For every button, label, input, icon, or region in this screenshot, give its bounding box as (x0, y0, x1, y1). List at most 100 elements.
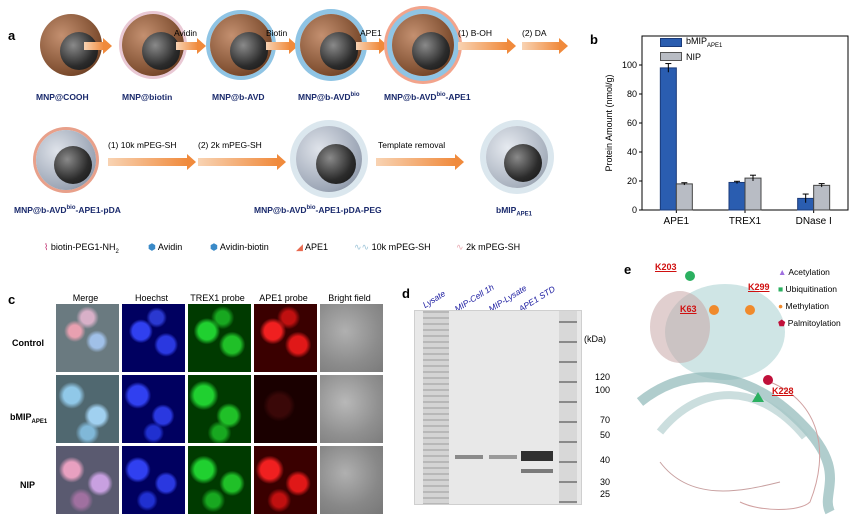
legend-2k-peg: ∿ 2k mPEG-SH (456, 242, 521, 252)
image-bmip-ape1 (254, 375, 317, 443)
row-control: Control (12, 338, 44, 348)
ptm-palmitoylation: ⬟ Palmitoylation (778, 318, 841, 328)
bar-nip-0 (675, 183, 693, 211)
marker-50: 50 (599, 430, 610, 440)
micro-row-control (56, 304, 383, 372)
arrow-3 (266, 38, 298, 54)
legend-avidin: ⬢ Avidin (148, 242, 183, 252)
kda-unit: (kDa) (584, 334, 606, 344)
lane-lysate-smear (423, 311, 449, 504)
x-tick-label: DNase I (796, 216, 832, 227)
step-avidin: Avidin (174, 28, 197, 38)
image-bmip-merge (56, 375, 119, 443)
ptm-legend: ▲ Acetylation ■ Ubiquitination ● Methyla… (778, 264, 841, 332)
image-nip-trex1 (188, 446, 251, 514)
y-tick-label: 60 (627, 118, 637, 128)
arrow-1 (84, 38, 112, 54)
image-control-merge (56, 304, 119, 372)
marker-25: 25 (599, 489, 610, 499)
ubiquitination-icon: ■ (778, 284, 784, 294)
image-bmip-brightfield (320, 375, 383, 443)
ptm-ubiquitination: ■ Ubiquitination (778, 284, 838, 294)
image-control-ape1 (254, 304, 317, 372)
label-mnp-b-avd-bio: MNP@b-AVDbio (298, 92, 360, 102)
legend-avidin-biotin: ⬢ Avidin-biotin (210, 242, 269, 252)
marker-40: 40 (599, 455, 610, 465)
micro-row-bmip (56, 375, 383, 443)
panel-a-letter: a (8, 28, 16, 43)
lane-lysate: Lysate (420, 288, 448, 310)
image-nip-merge (56, 446, 119, 514)
acetylation-icon: ▲ (778, 267, 787, 277)
legend-nip-swatch (660, 52, 682, 62)
legend-bmip-swatch (660, 37, 682, 47)
micro-row-nip (56, 446, 383, 514)
site-k228: K228 (772, 386, 794, 396)
palmitoylation-icon: ⬟ (778, 318, 786, 328)
biotin-peg-icon: ⌇ (44, 242, 49, 252)
arrow-2 (176, 38, 206, 54)
image-bmip-hoechst (122, 375, 185, 443)
panel-c-letter: c (8, 292, 16, 307)
arrow-9 (376, 154, 464, 170)
col-trex1: TREX1 probe (190, 293, 245, 303)
col-merge: Merge (72, 293, 99, 303)
site-marker-k63 (709, 305, 719, 315)
chart-legend: bMIPAPE1 NIP (660, 36, 722, 62)
step-2k-peg: (2) 2k mPEG-SH (198, 140, 262, 150)
image-bmip-trex1 (188, 375, 251, 443)
site-marker-k228 (763, 375, 773, 385)
peg-10k-icon: ∿∿ (354, 242, 370, 252)
bar-chart: 0 20 40 60 80 100 Protein Amount (nmol/g) APE1 T… (604, 35, 849, 227)
ape1-icon: ◢ (296, 242, 303, 252)
step-ape1: APE1 (360, 28, 382, 38)
marker-30: 30 (599, 477, 610, 487)
chart-bars (659, 63, 831, 211)
y-tick-label: 20 (627, 176, 637, 186)
y-tick-label: 40 (627, 147, 637, 157)
avidin-biotin-icon: ⬢ (210, 242, 218, 252)
panel-a-legend: ⌇ biotin-PEG1-NH2 ⬢ Avidin ⬢ Avidin-biot… (0, 240, 600, 260)
legend-bmip: bMIPAPE1 (660, 36, 722, 49)
marker-70: 70 (599, 415, 610, 425)
col-ape1: APE1 probe (259, 293, 308, 303)
col-brightfield: Bright field (328, 293, 371, 303)
gel-image (414, 310, 582, 505)
label-pda: MNP@b-AVDbio-APE1-pDA (14, 205, 121, 215)
y-tick-label: 0 (632, 205, 637, 215)
synthesis-row-1: Avidin Biotin APE1 (1) B-OH (2) DA (0, 0, 600, 110)
methylation-icon: ● (778, 301, 784, 311)
site-k299: K299 (748, 282, 770, 292)
bar-nip-1 (744, 177, 762, 211)
step-10k-peg: (1) 10k mPEG-SH (108, 140, 177, 150)
protein-structure (636, 271, 835, 515)
marker-120: 120 (594, 372, 610, 382)
panel-b-letter: b (590, 32, 598, 47)
bar-bmip-1 (728, 181, 746, 211)
arrow-8 (198, 154, 286, 170)
step-da: (2) DA (522, 28, 547, 38)
step-template-removal: Template removal (378, 140, 446, 150)
ptm-methylation: ● Methylation (778, 301, 829, 311)
legend-nip: NIP (660, 52, 722, 62)
col-hoechst: Hoechst (134, 293, 169, 303)
bar-nip-2 (813, 184, 831, 211)
image-control-trex1 (188, 304, 251, 372)
y-tick-label: 100 (622, 60, 637, 70)
panel-e-letter: e (624, 262, 632, 277)
arrow-4 (356, 38, 388, 54)
arrow-6 (522, 38, 568, 54)
label-bmip: bMIPAPE1 (496, 205, 532, 218)
chart-axes: 0 20 40 60 80 100 Protein Amount (nmol/g) APE1 T… (604, 35, 849, 227)
arrow-5 (458, 38, 516, 54)
site-marker-k203 (685, 271, 695, 281)
image-control-hoechst (122, 304, 185, 372)
step-boh: (1) B-OH (458, 28, 492, 38)
band-mip-cell (455, 455, 483, 459)
row-nip: NIP (20, 480, 36, 490)
site-k63: K63 (680, 304, 697, 314)
label-mnp-b-avd-bio-ape1: MNP@b-AVDbio-APE1 (384, 92, 471, 102)
ptm-acetylation: ▲ Acetylation (778, 267, 830, 277)
arrow-7 (108, 154, 196, 170)
legend-ape1: ◢ APE1 (296, 242, 328, 252)
